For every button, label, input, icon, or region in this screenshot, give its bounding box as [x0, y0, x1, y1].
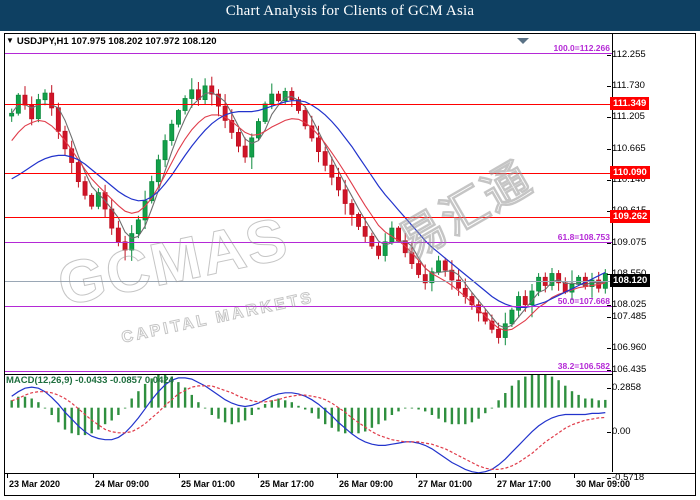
price-tick [607, 317, 611, 318]
macd-tick [607, 478, 611, 479]
fib-line-100 [5, 53, 612, 54]
time-axis: 23 Mar 2020 24 Mar 09:00 25 Mar 01:00 25… [5, 473, 695, 496]
price-level-badge-2: 109.262 [610, 210, 651, 223]
price-tick [607, 370, 611, 371]
price-axis-label-3: 110.665 [612, 143, 646, 154]
price-axis-label-7: 108.550 [612, 268, 646, 279]
fib-label-50: 50.0=107.668 [557, 296, 610, 306]
current-price-line [5, 281, 612, 282]
title-bar: Chart Analysis for Clients of GCM Asia [0, 0, 700, 31]
chart-frame: 100.0=112.266 61.8=108.753 50.0=107.668 … [4, 33, 696, 496]
price-tick [607, 55, 611, 56]
macd-pane[interactable] [5, 374, 612, 474]
macd-axis-label-2: -0.5718 [612, 472, 645, 483]
price-axis-label-4: 110.140 [612, 174, 646, 185]
fib-label-100: 100.0=112.266 [553, 43, 611, 53]
page-title: Chart Analysis for Clients of GCM Asia [225, 3, 475, 19]
collapse-caret-icon[interactable] [517, 38, 529, 44]
price-pane[interactable]: 100.0=112.266 61.8=108.753 50.0=107.668 … [5, 34, 612, 373]
symbol-header-text: USDJPY,H1 107.975 108.202 107.972 108.12… [16, 36, 217, 47]
price-tick [607, 305, 611, 306]
price-axis-label-1: 111.730 [612, 80, 645, 91]
price-tick [607, 348, 611, 349]
price-axis-label-11: 106.435 [612, 364, 647, 375]
fib-line-50 [5, 306, 612, 307]
time-label-0: 23 Mar 2020 [9, 479, 61, 489]
macd-histogram [10, 375, 607, 436]
time-label-2: 25 Mar 01:00 [181, 479, 236, 489]
macd-line [11, 377, 606, 473]
price-tick [607, 211, 611, 212]
price-axis-label-9: 107.485 [612, 311, 647, 322]
fib-line-382 [5, 371, 612, 372]
ma-gray-line [11, 91, 606, 329]
time-label-3: 25 Mar 17:00 [260, 479, 315, 489]
macd-tick [607, 388, 611, 389]
fib-label-618: 61.8=108.753 [557, 232, 610, 242]
price-level-badge-0: 111.349 [610, 97, 650, 110]
ma-blue-line [11, 100, 606, 308]
symbol-header[interactable]: ▼ USDJPY,H1 107.975 108.202 107.972 108.1… [6, 36, 217, 47]
macd-axis-label-1: 0.00 [612, 426, 631, 437]
price-tick [607, 117, 611, 118]
macd-plot [10, 375, 607, 473]
time-label-1: 24 Mar 09:00 [95, 479, 150, 489]
price-level-badge-3: 108.120 [610, 274, 651, 287]
resistance-line-111349 [5, 104, 612, 105]
macd-tick [607, 432, 611, 433]
time-label-7: 30 Mar 09:00 [576, 479, 631, 489]
candlestick-series [9, 76, 608, 346]
resistance-line-109262 [5, 217, 612, 218]
price-tick [607, 86, 611, 87]
price-tick [607, 274, 611, 275]
time-label-6: 27 Mar 17:00 [497, 479, 552, 489]
price-axis-label-10: 106.960 [612, 342, 647, 353]
price-tick [607, 149, 611, 150]
fib-label-382: 38.2=106.582 [557, 361, 610, 371]
time-label-5: 27 Mar 01:00 [418, 479, 473, 489]
macd-axis-label-0: 0.2858 [612, 382, 642, 393]
price-axis-label-2: 111.205 [612, 111, 645, 122]
price-level-badge-1: 110.090 [610, 166, 650, 179]
chevron-down-icon[interactable]: ▼ [6, 36, 14, 45]
price-tick [607, 243, 611, 244]
price-axis-label-0: 112.255 [612, 49, 646, 60]
macd-header: MACD(12,26,9) -0.0433 -0.0857 0.0424 [6, 375, 174, 386]
fib-line-618 [5, 242, 612, 243]
macd-signal-line [11, 385, 606, 471]
ma-red-line [11, 114, 606, 331]
price-tick [607, 180, 611, 181]
price-plot [9, 76, 608, 346]
price-axis-label-6: 109.075 [612, 237, 647, 248]
resistance-line-110090 [5, 173, 612, 174]
price-axis-label-8: 108.025 [612, 299, 647, 310]
axis-divider [612, 34, 613, 472]
time-label-4: 26 Mar 09:00 [339, 479, 394, 489]
